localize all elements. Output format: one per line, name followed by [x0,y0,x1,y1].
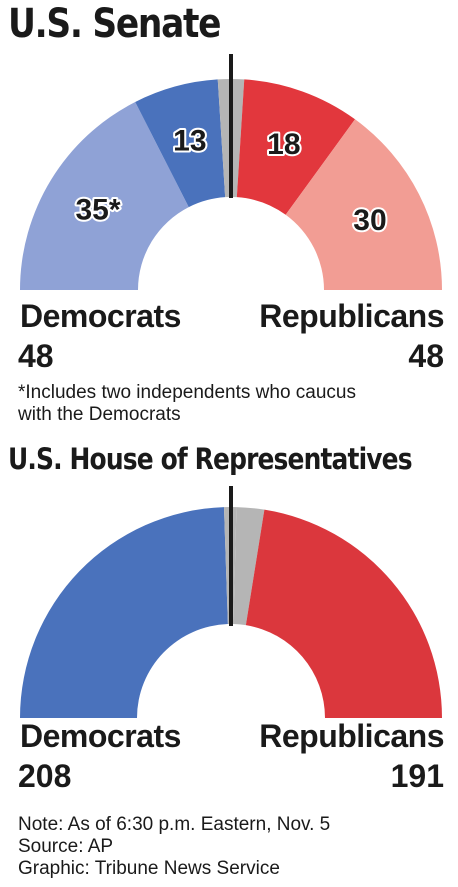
house-slice [20,507,228,718]
senate-slice [217,79,231,198]
house-democrats-total: 208 [18,758,72,794]
house-slices [20,507,443,718]
footer-graphic: Graphic: Tribune News Service [18,858,280,879]
senate-slice [236,79,356,215]
house-democrats-label: Democrats [20,718,181,754]
senate-slice [231,79,245,198]
senate-slice-label: 18 [267,128,300,161]
senate-democrats-total: 48 [18,338,54,374]
senate-footnote-line-1: *Includes two independents who caucus [18,382,357,403]
senate-slice-label: 30 [353,204,386,237]
senate-republicans-label: Republicans [259,298,444,334]
house-chart [20,486,443,718]
senate-republicans-total: 48 [408,338,444,374]
senate-slice [20,101,189,290]
house-republicans-label: Republicans [259,718,444,754]
senate-slice [285,119,442,290]
senate-footnote-line-2: with the Democrats [18,404,181,425]
house-republicans-total: 191 [390,758,444,794]
senate-chart: 35* 13 18 30 [20,54,442,290]
footer-note: Note: As of 6:30 p.m. Eastern, Nov. 5 [18,814,331,835]
footer-source: Source: AP [18,836,114,857]
senate-slices [20,79,442,290]
senate-slice [135,79,226,208]
senate-slice-label: 13 [173,125,206,158]
house-slice [233,507,265,626]
senate-democrats-label: Democrats [20,298,181,334]
house-title: U.S. House of Representatives [8,442,413,476]
house-slice [245,509,443,718]
senate-title: U.S. Senate [8,1,222,47]
senate-slice-labels: 35* 13 18 30 [73,123,388,240]
senate-slice-label: 35* [75,193,120,226]
